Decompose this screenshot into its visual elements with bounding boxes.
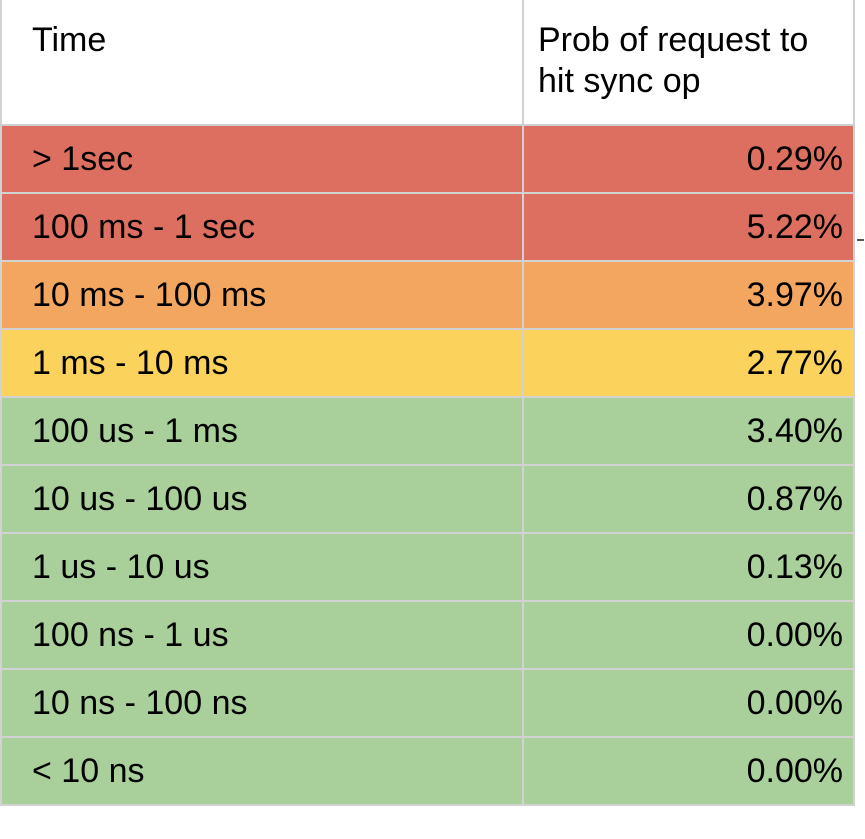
time-cell[interactable]: 10 us - 100 us — [0, 465, 524, 534]
table-row: 1 ms - 10 ms 2.77% — [0, 329, 855, 398]
header-cell-time[interactable]: Time — [0, 0, 524, 126]
time-cell[interactable]: < 10 ns — [0, 737, 524, 806]
prob-cell[interactable]: 5.22% — [523, 193, 855, 262]
table-row: 10 ms - 100 ms 3.97% — [0, 261, 855, 330]
time-cell[interactable]: 100 ns - 1 us — [0, 601, 524, 670]
table-row: < 10 ns 0.00% — [0, 737, 855, 806]
time-cell[interactable]: 1 us - 10 us — [0, 533, 524, 602]
prob-cell[interactable]: 3.97% — [523, 261, 855, 330]
table-row: 100 ms - 1 sec 5.22% — [0, 193, 855, 262]
time-cell[interactable]: 100 us - 1 ms — [0, 397, 524, 466]
prob-cell[interactable]: 0.87% — [523, 465, 855, 534]
time-cell[interactable]: 10 ns - 100 ns — [0, 669, 524, 738]
table-row: 10 ns - 100 ns 0.00% — [0, 669, 855, 738]
latency-probability-table: Time Prob of request to hit sync op > 1s… — [0, 0, 855, 806]
cell-overflow-marker — [857, 239, 864, 241]
prob-cell[interactable]: 0.00% — [523, 669, 855, 738]
time-cell[interactable]: 1 ms - 10 ms — [0, 329, 524, 398]
time-cell[interactable]: > 1sec — [0, 125, 524, 194]
prob-cell[interactable]: 0.00% — [523, 737, 855, 806]
prob-cell[interactable]: 2.77% — [523, 329, 855, 398]
time-cell[interactable]: 100 ms - 1 sec — [0, 193, 524, 262]
prob-cell[interactable]: 0.00% — [523, 601, 855, 670]
table-row: > 1sec 0.29% — [0, 125, 855, 194]
header-label-time: Time — [32, 21, 107, 59]
table-row: 100 us - 1 ms 3.40% — [0, 397, 855, 466]
time-cell[interactable]: 10 ms - 100 ms — [0, 261, 524, 330]
prob-cell[interactable]: 3.40% — [523, 397, 855, 466]
table-row: 1 us - 10 us 0.13% — [0, 533, 855, 602]
header-row: Time Prob of request to hit sync op — [0, 0, 855, 126]
header-cell-prob[interactable]: Prob of request to hit sync op — [523, 0, 855, 126]
table-row: 10 us - 100 us 0.87% — [0, 465, 855, 534]
prob-cell[interactable]: 0.13% — [523, 533, 855, 602]
table-row: 100 ns - 1 us 0.00% — [0, 601, 855, 670]
header-label-prob: Prob of request to hit sync op — [538, 21, 809, 101]
prob-cell[interactable]: 0.29% — [523, 125, 855, 194]
